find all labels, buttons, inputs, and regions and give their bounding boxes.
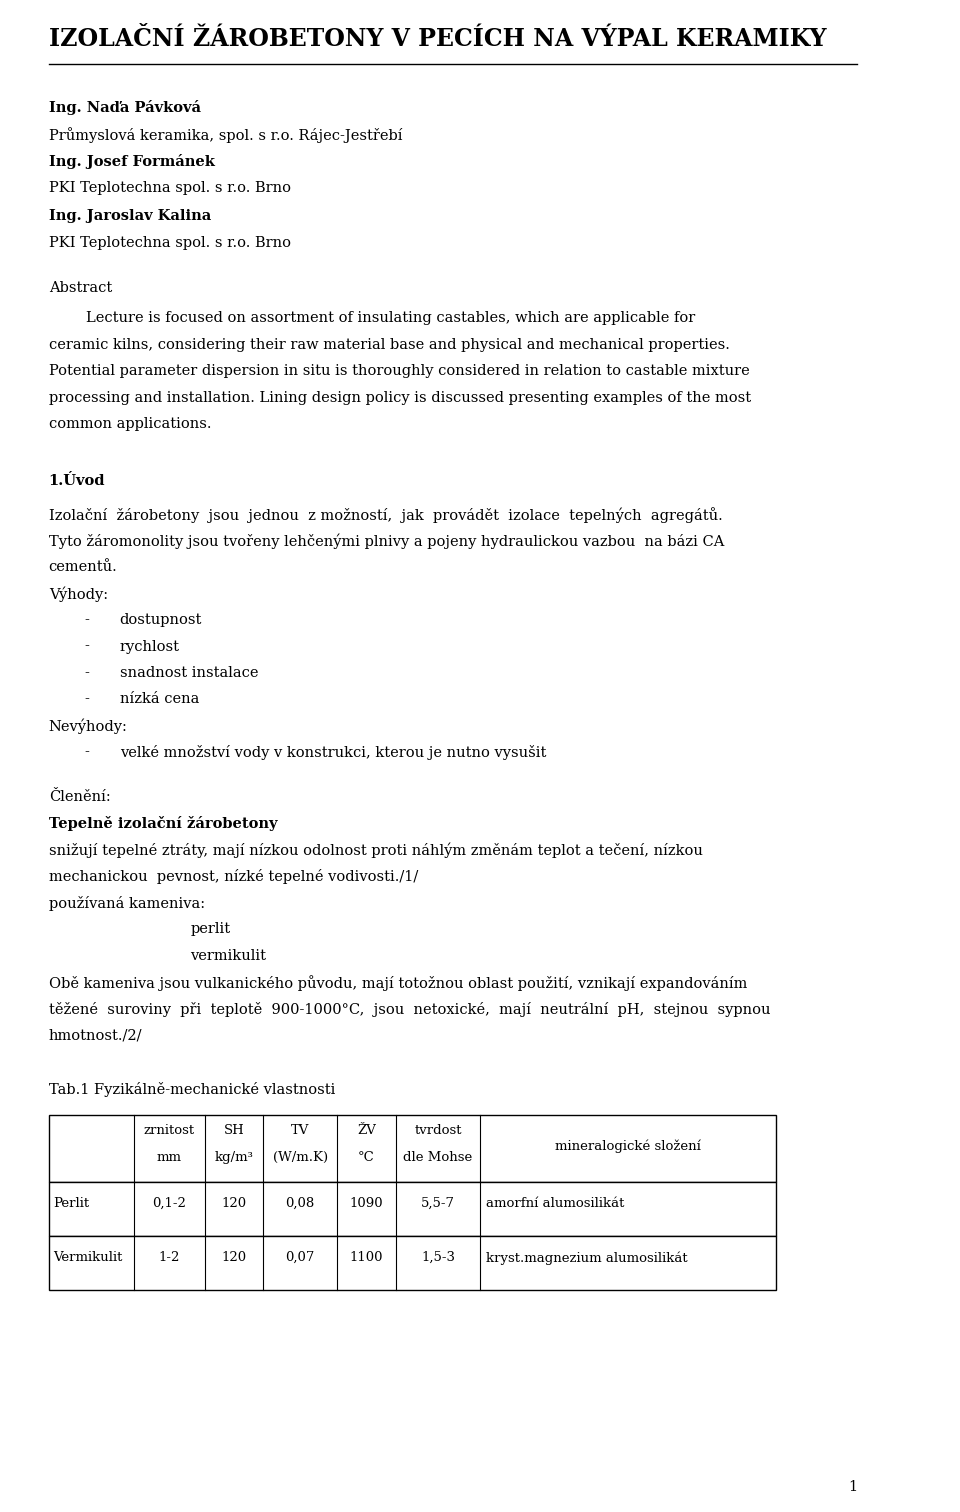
Bar xyxy=(49,1114,777,1181)
Text: mineralogické složení: mineralogické složení xyxy=(556,1140,702,1152)
Text: kryst.magnezium alumosilikát: kryst.magnezium alumosilikát xyxy=(486,1250,687,1264)
Text: °C: °C xyxy=(358,1151,374,1164)
Text: ŽV: ŽV xyxy=(357,1123,376,1137)
Text: Obě kameniva jsou vulkanického původu, mají totožnou oblast použití, vznikají ex: Obě kameniva jsou vulkanického původu, m… xyxy=(49,975,747,990)
Text: Perlit: Perlit xyxy=(53,1196,89,1210)
Text: Ing. Naďa Pávková: Ing. Naďa Pávková xyxy=(49,100,201,115)
Text: cementů.: cementů. xyxy=(49,559,117,575)
Text: processing and installation. Lining design policy is discussed presenting exampl: processing and installation. Lining desi… xyxy=(49,392,751,405)
Text: Členění:: Členění: xyxy=(49,789,110,804)
Text: 1-2: 1-2 xyxy=(158,1250,180,1264)
Text: těžené  suroviny  při  teplotě  900-1000°C,  jsou  netoxické,  mají  neutrální  : těžené suroviny při teplotě 900-1000°C, … xyxy=(49,1001,770,1016)
Text: common applications.: common applications. xyxy=(49,417,211,431)
Text: vermikulit: vermikulit xyxy=(190,948,266,963)
Text: kg/m³: kg/m³ xyxy=(214,1151,253,1164)
Text: Průmyslová keramika, spol. s r.o. Rájec-Jestřebí: Průmyslová keramika, spol. s r.o. Rájec-… xyxy=(49,127,402,142)
Text: perlit: perlit xyxy=(190,922,230,936)
Text: Ing. Jaroslav Kalina: Ing. Jaroslav Kalina xyxy=(49,209,211,222)
Text: -: - xyxy=(84,692,89,706)
Text: mm: mm xyxy=(156,1151,181,1164)
Text: 5,5-7: 5,5-7 xyxy=(421,1196,455,1210)
Text: amorfní alumosilikát: amorfní alumosilikát xyxy=(486,1196,624,1210)
Text: nízká cena: nízká cena xyxy=(120,692,199,706)
Text: TV: TV xyxy=(291,1123,309,1137)
Text: dostupnost: dostupnost xyxy=(120,612,202,627)
Text: Potential parameter dispersion in situ is thoroughly considered in relation to c: Potential parameter dispersion in situ i… xyxy=(49,364,750,378)
Text: -: - xyxy=(84,745,89,759)
Text: ceramic kilns, considering their raw material base and physical and mechanical p: ceramic kilns, considering their raw mat… xyxy=(49,339,730,352)
Text: 1: 1 xyxy=(848,1480,857,1494)
Text: velké množství vody v konstrukci, kterou je nutno vysušit: velké množství vody v konstrukci, kterou… xyxy=(120,745,546,761)
Text: Nevýhody:: Nevýhody: xyxy=(49,718,128,735)
Text: 0,08: 0,08 xyxy=(285,1196,315,1210)
Text: SH: SH xyxy=(224,1123,244,1137)
Text: 1.Úvod: 1.Úvod xyxy=(49,475,106,488)
Text: tvrdost: tvrdost xyxy=(415,1123,462,1137)
Text: Ing. Josef Formánek: Ing. Josef Formánek xyxy=(49,154,215,169)
Text: 1,5-3: 1,5-3 xyxy=(421,1250,455,1264)
Text: Výhody:: Výhody: xyxy=(49,587,108,602)
Text: snižují tepelné ztráty, mají nízkou odolnost proti náhlým změnám teplot a tečení: snižují tepelné ztráty, mají nízkou odol… xyxy=(49,842,703,859)
Text: -: - xyxy=(84,612,89,627)
Text: -: - xyxy=(84,640,89,653)
Text: zrnitost: zrnitost xyxy=(144,1123,195,1137)
Text: snadnost instalace: snadnost instalace xyxy=(120,665,258,680)
Text: 120: 120 xyxy=(222,1196,247,1210)
Text: PKI Teplotechna spol. s r.o. Brno: PKI Teplotechna spol. s r.o. Brno xyxy=(49,236,291,249)
Text: 1100: 1100 xyxy=(349,1250,383,1264)
Text: (W/m.K): (W/m.K) xyxy=(273,1151,327,1164)
Text: 120: 120 xyxy=(222,1250,247,1264)
Text: 0,1-2: 0,1-2 xyxy=(153,1196,186,1210)
Text: PKI Teplotechna spol. s r.o. Brno: PKI Teplotechna spol. s r.o. Brno xyxy=(49,181,291,195)
Bar xyxy=(49,1235,777,1290)
Text: Vermikulit: Vermikulit xyxy=(53,1250,123,1264)
Text: hmotnost./2/: hmotnost./2/ xyxy=(49,1028,142,1042)
Text: IZOLAČNÍ ŽÁROBETONY V PECÍCH NA VÝPAL KERAMIKY: IZOLAČNÍ ŽÁROBETONY V PECÍCH NA VÝPAL KE… xyxy=(49,27,827,51)
Text: -: - xyxy=(84,665,89,680)
Text: Izolační  žárobetony  jsou  jednou  z možností,  jak  provádět  izolace  tepelný: Izolační žárobetony jsou jednou z možnos… xyxy=(49,508,723,523)
Text: dle Mohse: dle Mohse xyxy=(403,1151,472,1164)
Text: používaná kameniva:: používaná kameniva: xyxy=(49,895,204,910)
Text: 0,07: 0,07 xyxy=(285,1250,315,1264)
Text: Tab.1 Fyzikálně-mechanické vlastnosti: Tab.1 Fyzikálně-mechanické vlastnosti xyxy=(49,1081,335,1096)
Text: mechanickou  pevnost, nízké tepelné vodivosti./1/: mechanickou pevnost, nízké tepelné vodiv… xyxy=(49,869,418,885)
Bar xyxy=(49,1181,777,1235)
Text: rychlost: rychlost xyxy=(120,640,180,653)
Text: Lecture is focused on assortment of insulating castables, which are applicable f: Lecture is focused on assortment of insu… xyxy=(49,311,695,325)
Text: 1090: 1090 xyxy=(349,1196,383,1210)
Text: Tyto žáromonolity jsou tvořeny lehčenými plnivy a pojeny hydraulickou vazbou  na: Tyto žáromonolity jsou tvořeny lehčenými… xyxy=(49,534,724,549)
Text: Abstract: Abstract xyxy=(49,281,112,295)
Text: Tepelně izolační žárobetony: Tepelně izolační žárobetony xyxy=(49,816,277,832)
